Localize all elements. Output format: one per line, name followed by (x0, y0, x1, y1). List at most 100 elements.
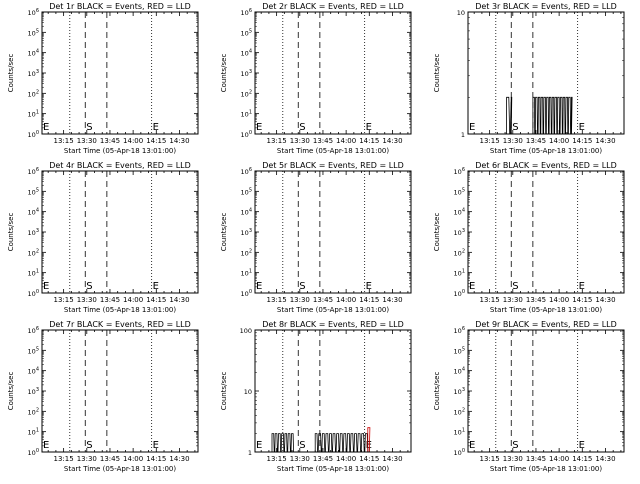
x-tick-label: 14:15 (572, 296, 592, 304)
y-tick-label: 105 (241, 28, 252, 37)
x-tick-label: 14:00 (549, 296, 569, 304)
x-tick-label: 13:15 (267, 296, 287, 304)
y-tick-label: 106 (28, 167, 39, 176)
marker-e: E (153, 122, 159, 133)
y-tick-label: 103 (28, 228, 39, 237)
x-tick-label: 13:45 (100, 296, 120, 304)
x-tick-label: 14:00 (123, 455, 143, 463)
y-tick-label: 102 (241, 248, 252, 257)
x-tick-label: 14:15 (146, 455, 166, 463)
y-tick-label: 101 (28, 110, 39, 119)
y-axis-label: Counts/sec (220, 372, 228, 411)
y-tick-label: 101 (28, 428, 39, 437)
marker-s: S (86, 122, 92, 133)
x-tick-label: 13:30 (77, 137, 97, 145)
x-tick-label: 13:30 (290, 455, 310, 463)
x-tick-label: 14:00 (336, 137, 356, 145)
x-axis-label: Start Time (05-Apr-18 13:01:00) (490, 306, 602, 314)
y-tick-label: 103 (241, 228, 252, 237)
x-tick-label: 13:45 (313, 137, 333, 145)
y-axis-label: Counts/sec (7, 372, 15, 411)
x-tick-label: 14:00 (123, 296, 143, 304)
y-axis-label: Counts/sec (220, 213, 228, 252)
panel-title: Det 1r BLACK = Events, RED = LLD (49, 2, 191, 11)
y-tick-label: 105 (454, 187, 465, 196)
y-tick-label: 103 (241, 69, 252, 78)
y-tick-label: 103 (454, 228, 465, 237)
series-line (271, 433, 295, 453)
marker-e: E (579, 440, 585, 451)
panel-title: Det 9r BLACK = Events, RED = LLD (475, 320, 617, 329)
x-tick-label: 13:15 (480, 137, 500, 145)
x-tick-label: 13:30 (290, 137, 310, 145)
y-tick-label: 101 (241, 110, 252, 119)
x-tick-label: 13:15 (54, 296, 74, 304)
marker-s: S (299, 440, 305, 451)
y-tick-label: 1 (248, 449, 252, 457)
x-tick-label: 14:30 (169, 137, 189, 145)
y-tick-label: 106 (241, 8, 252, 17)
x-tick-label: 14:30 (169, 455, 189, 463)
series-line (314, 433, 369, 453)
y-tick-label: 101 (28, 269, 39, 278)
y-tick-label: 10 (244, 388, 252, 396)
panel-7: Det 7r BLACK = Events, RED = LLD Counts/s… (7, 320, 199, 473)
plot-frame (467, 170, 625, 294)
y-tick-label: 102 (28, 407, 39, 416)
x-tick-label: 14:15 (146, 137, 166, 145)
marker-e: E (43, 440, 49, 451)
x-tick-label: 13:45 (100, 137, 120, 145)
marker-e: E (366, 440, 372, 451)
x-tick-label: 14:15 (359, 296, 379, 304)
series-line (506, 96, 513, 135)
panel-title: Det 8r BLACK = Events, RED = LLD (262, 320, 404, 329)
panel-2: Det 2r BLACK = Events, RED = LLD Counts/s… (220, 2, 412, 155)
y-tick-label: 101 (454, 428, 465, 437)
marker-e: E (366, 122, 372, 133)
y-tick-label: 105 (241, 187, 252, 196)
y-tick-label: 104 (28, 208, 39, 217)
y-tick-label: 100 (28, 130, 39, 139)
panel-9: Det 9r BLACK = Events, RED = LLD Counts/s… (433, 320, 625, 473)
marker-s: S (512, 440, 518, 451)
x-tick-label: 14:30 (382, 455, 402, 463)
x-tick-label: 14:15 (359, 455, 379, 463)
x-tick-label: 14:15 (572, 455, 592, 463)
y-tick-label: 103 (28, 387, 39, 396)
marker-s: S (299, 281, 305, 292)
y-tick-label: 103 (28, 69, 39, 78)
x-tick-label: 13:15 (54, 455, 74, 463)
x-axis-label: Start Time (05-Apr-18 13:01:00) (64, 465, 176, 473)
panel-title: Det 2r BLACK = Events, RED = LLD (262, 2, 404, 11)
panel-8: Det 8r BLACK = Events, RED = LLD Counts/s… (220, 320, 412, 473)
x-tick-label: 13:15 (480, 455, 500, 463)
y-tick-label: 104 (28, 367, 39, 376)
marker-s: S (299, 122, 305, 133)
x-tick-label: 13:30 (503, 296, 523, 304)
marker-e: E (366, 281, 372, 292)
y-axis-label: Counts/sec (7, 54, 15, 93)
x-tick-label: 14:30 (382, 137, 402, 145)
y-tick-label: 106 (28, 8, 39, 17)
y-axis-label: Counts/sec (7, 213, 15, 252)
x-axis-label: Start Time (05-Apr-18 13:01:00) (490, 147, 602, 155)
marker-s: S (512, 122, 518, 133)
y-tick-label: 106 (241, 167, 252, 176)
plot-frame (467, 11, 625, 135)
y-tick-label: 106 (454, 167, 465, 176)
x-tick-label: 14:30 (169, 296, 189, 304)
y-tick-label: 10 (457, 9, 465, 17)
marker-e: E (256, 281, 262, 292)
x-tick-label: 14:30 (595, 455, 615, 463)
x-axis-label: Start Time (05-Apr-18 13:01:00) (277, 465, 389, 473)
y-tick-label: 102 (28, 248, 39, 257)
x-tick-label: 14:00 (336, 455, 356, 463)
marker-e: E (153, 440, 159, 451)
x-tick-label: 13:30 (503, 455, 523, 463)
y-tick-label: 100 (241, 130, 252, 139)
y-tick-label: 106 (454, 326, 465, 335)
y-axis-label: Counts/sec (433, 372, 441, 411)
x-tick-label: 14:00 (549, 137, 569, 145)
y-tick-label: 1 (461, 131, 465, 139)
